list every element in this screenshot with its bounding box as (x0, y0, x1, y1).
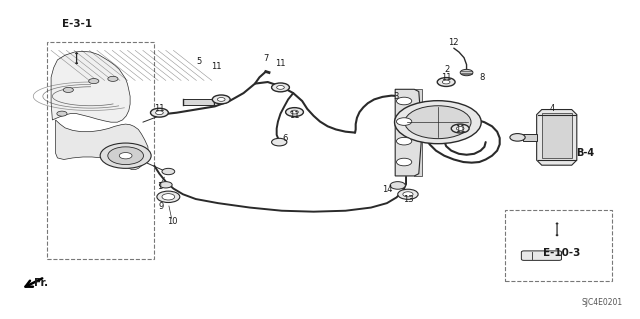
Circle shape (271, 83, 289, 92)
Circle shape (212, 95, 230, 104)
Polygon shape (56, 120, 148, 170)
Polygon shape (414, 89, 422, 176)
Circle shape (119, 152, 132, 159)
Text: 11: 11 (154, 104, 164, 113)
Text: SJC4E0201: SJC4E0201 (582, 298, 623, 307)
Circle shape (404, 106, 471, 139)
Circle shape (397, 189, 418, 199)
Circle shape (437, 78, 455, 86)
Circle shape (89, 78, 99, 84)
Circle shape (285, 108, 303, 116)
Circle shape (403, 192, 413, 197)
Circle shape (276, 85, 284, 89)
Circle shape (271, 138, 287, 146)
Text: 11: 11 (211, 62, 222, 71)
Circle shape (510, 134, 525, 141)
Text: 5: 5 (196, 57, 202, 66)
Text: 9: 9 (158, 203, 163, 211)
Polygon shape (537, 109, 577, 165)
Circle shape (218, 98, 225, 101)
Text: 14: 14 (381, 185, 392, 194)
Circle shape (57, 111, 67, 116)
Circle shape (162, 194, 175, 200)
Text: 11: 11 (441, 73, 451, 82)
FancyBboxPatch shape (522, 251, 561, 260)
Text: 4: 4 (550, 104, 556, 113)
Circle shape (442, 80, 450, 84)
Circle shape (396, 137, 412, 145)
Circle shape (150, 108, 168, 117)
Text: 10: 10 (167, 217, 177, 226)
Text: 2: 2 (445, 65, 450, 74)
Circle shape (157, 191, 180, 203)
FancyBboxPatch shape (183, 99, 214, 105)
Text: E-3-1: E-3-1 (61, 19, 92, 28)
Text: 3: 3 (394, 92, 399, 101)
Circle shape (451, 124, 469, 133)
Text: 11: 11 (275, 59, 285, 68)
Bar (47, 42, 154, 259)
Circle shape (159, 182, 172, 188)
Circle shape (108, 147, 143, 165)
Circle shape (394, 101, 481, 144)
Circle shape (396, 118, 412, 125)
Text: 7: 7 (263, 54, 269, 63)
Circle shape (100, 143, 151, 168)
Text: B-4: B-4 (576, 148, 594, 158)
Text: Fr.: Fr. (34, 278, 48, 288)
Text: 13: 13 (403, 195, 413, 204)
Text: 11: 11 (455, 125, 465, 134)
Text: E-10-3: E-10-3 (543, 248, 581, 258)
Circle shape (396, 158, 412, 166)
Circle shape (108, 76, 118, 81)
Circle shape (63, 87, 74, 93)
Circle shape (396, 97, 412, 105)
Circle shape (162, 168, 175, 175)
Bar (505, 210, 612, 281)
Polygon shape (395, 89, 422, 176)
Circle shape (456, 127, 464, 130)
Circle shape (156, 111, 163, 115)
Circle shape (390, 182, 405, 189)
Text: 11: 11 (289, 111, 300, 120)
Text: 6: 6 (282, 134, 287, 144)
Circle shape (291, 110, 298, 114)
Polygon shape (51, 51, 130, 122)
Polygon shape (541, 113, 572, 158)
Circle shape (460, 69, 473, 76)
Polygon shape (523, 134, 537, 141)
Text: 12: 12 (449, 38, 459, 47)
Text: 8: 8 (480, 73, 485, 82)
Text: 1: 1 (157, 182, 162, 191)
